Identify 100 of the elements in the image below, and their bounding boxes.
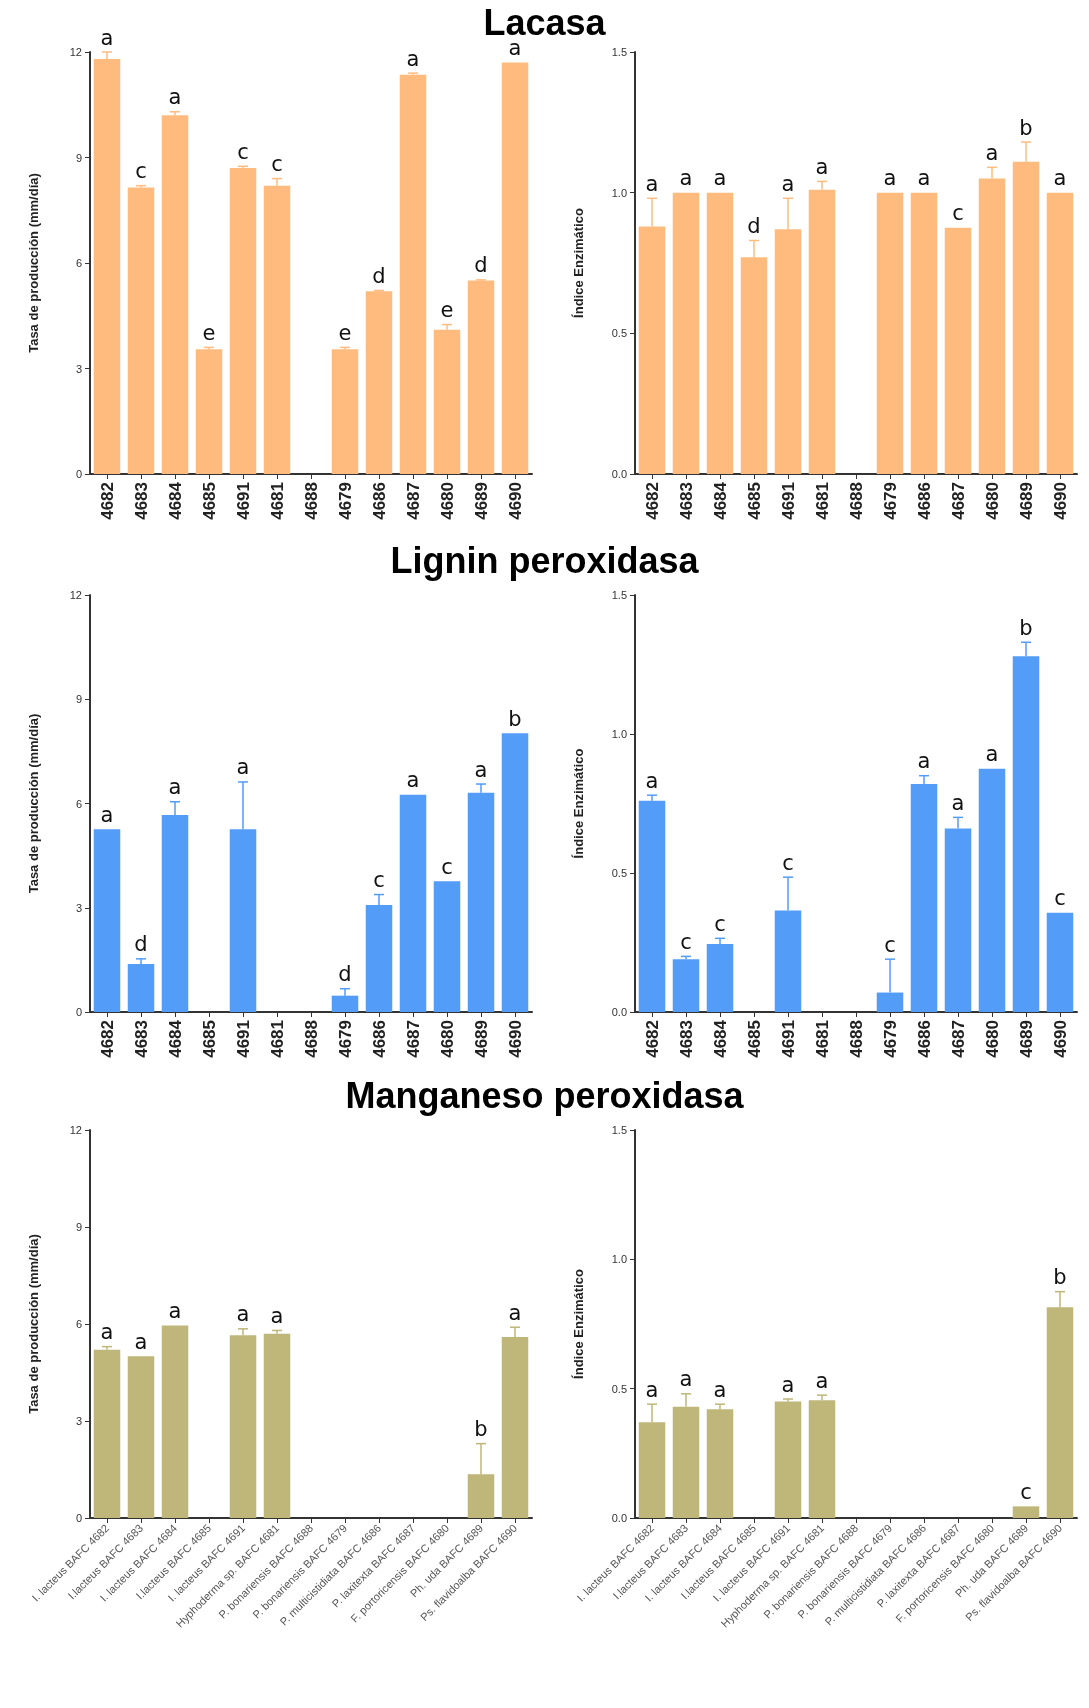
annotation: a	[713, 166, 727, 191]
annotation: a	[168, 775, 182, 800]
annotation: a	[406, 46, 420, 71]
bar	[774, 1401, 802, 1518]
annotation: d	[474, 253, 488, 278]
x-tick-label: 4691	[778, 1020, 798, 1058]
y-axis-title: Índice Enzimático	[571, 208, 586, 318]
annotation: a	[100, 1320, 114, 1345]
x-tick-label: 4686	[914, 482, 934, 520]
annotation: a	[236, 755, 250, 780]
bar	[1046, 912, 1074, 1012]
bar	[365, 291, 393, 474]
annotation: c	[884, 932, 896, 957]
bar	[672, 959, 700, 1012]
annotation: d	[372, 263, 386, 288]
y-tick-label: 1.5	[611, 589, 627, 601]
x-tick-label: 4684	[165, 481, 185, 520]
bar	[433, 329, 461, 474]
bar	[808, 1400, 836, 1518]
annotation: a	[134, 1329, 148, 1354]
annotation: d	[134, 932, 148, 957]
y-tick-label: 0.0	[611, 468, 627, 480]
y-tick-label: 6	[75, 1318, 82, 1330]
y-axis-title: Tasa de producción (mm/día)	[26, 173, 41, 353]
x-tick-label: 4681	[812, 482, 832, 520]
bar	[399, 794, 427, 1012]
annotation: a	[781, 171, 795, 196]
bar	[501, 62, 529, 474]
annotation: c	[373, 868, 385, 893]
y-tick-label: 1.5	[611, 46, 627, 58]
y-tick-label: 0.5	[611, 327, 627, 340]
x-tick-label: 4679	[335, 1020, 355, 1058]
y-axis-title: Tasa de producción (mm/día)	[26, 1234, 41, 1414]
y-tick-label: 0.0	[611, 1006, 627, 1018]
y-tick-label: 3	[75, 362, 82, 375]
annotation: a	[781, 1372, 795, 1397]
y-tick-label: 12	[69, 46, 82, 58]
annotation: b	[508, 706, 522, 731]
annotation: c	[714, 911, 726, 936]
bar	[195, 349, 223, 474]
annotation: a	[679, 1367, 693, 1392]
annotation: a	[985, 742, 999, 767]
annotation: b	[1019, 115, 1033, 140]
annotation: a	[951, 790, 965, 815]
y-tick-label: 6	[75, 797, 82, 810]
bar	[638, 800, 666, 1012]
annotation: c	[441, 854, 453, 879]
x-tick-label: 4688	[846, 1020, 866, 1058]
bar	[706, 192, 734, 474]
x-tick-label: 4685	[744, 1020, 764, 1058]
x-tick-label: 4683	[131, 1020, 151, 1058]
x-tick-label: 4687	[948, 482, 968, 520]
y-tick-label: 9	[75, 151, 82, 164]
y-tick-label: 0.5	[611, 867, 627, 879]
annotation: a	[168, 85, 182, 110]
x-tick-label: 4686	[369, 1020, 389, 1058]
bar	[501, 733, 529, 1012]
y-tick-label: 1.5	[611, 1124, 627, 1136]
annotation: a	[917, 749, 931, 774]
x-tick-label: 4686	[369, 482, 389, 520]
bar	[331, 349, 359, 474]
y-axis-title: Tasa de producción (mm/día)	[26, 713, 41, 894]
annotation: a	[713, 1377, 727, 1402]
x-tick-label: 4682	[97, 1020, 117, 1058]
x-tick-label: 4684	[710, 481, 730, 520]
x-tick-label: 4687	[403, 1020, 423, 1058]
x-tick-label: 4687	[403, 482, 423, 520]
x-tick-label: 4690	[505, 1020, 525, 1058]
y-tick-label: 3	[75, 901, 82, 914]
annotation: a	[645, 171, 659, 196]
bar	[127, 1356, 155, 1518]
bar	[978, 768, 1006, 1012]
y-tick-label: 3	[75, 1415, 82, 1427]
bar	[229, 168, 257, 474]
annotation: a	[645, 768, 659, 793]
bar	[161, 1325, 189, 1518]
annotation: a	[645, 1377, 659, 1402]
annotation: e	[440, 298, 454, 323]
annotation: a	[815, 154, 829, 179]
y-tick-label: 0	[75, 1006, 82, 1018]
annotation: a	[679, 166, 693, 191]
annotation: a	[406, 768, 420, 793]
y-tick-label: 1.0	[611, 1253, 627, 1266]
x-tick-label: 4688	[301, 482, 321, 520]
x-tick-label: 4688	[846, 482, 866, 520]
x-tick-label: 4679	[880, 1020, 900, 1058]
x-tick-label: 4686	[914, 1020, 934, 1058]
y-tick-label: 1.0	[611, 728, 627, 740]
bar	[1012, 1506, 1040, 1518]
bar	[672, 192, 700, 474]
x-tick-label: 4679	[335, 482, 355, 520]
x-tick-label: 4688	[301, 1020, 321, 1058]
x-tick-label: 4690	[505, 482, 525, 520]
y-tick-label: 9	[75, 1221, 82, 1233]
bar	[93, 1349, 121, 1518]
chart-title: Lignin peroxidasa	[389, 540, 700, 582]
bar	[706, 943, 734, 1012]
x-tick-label: 4680	[437, 1020, 457, 1058]
y-axis-title: Índice Enzimático	[571, 748, 586, 859]
x-tick-label: 4685	[199, 1020, 219, 1058]
